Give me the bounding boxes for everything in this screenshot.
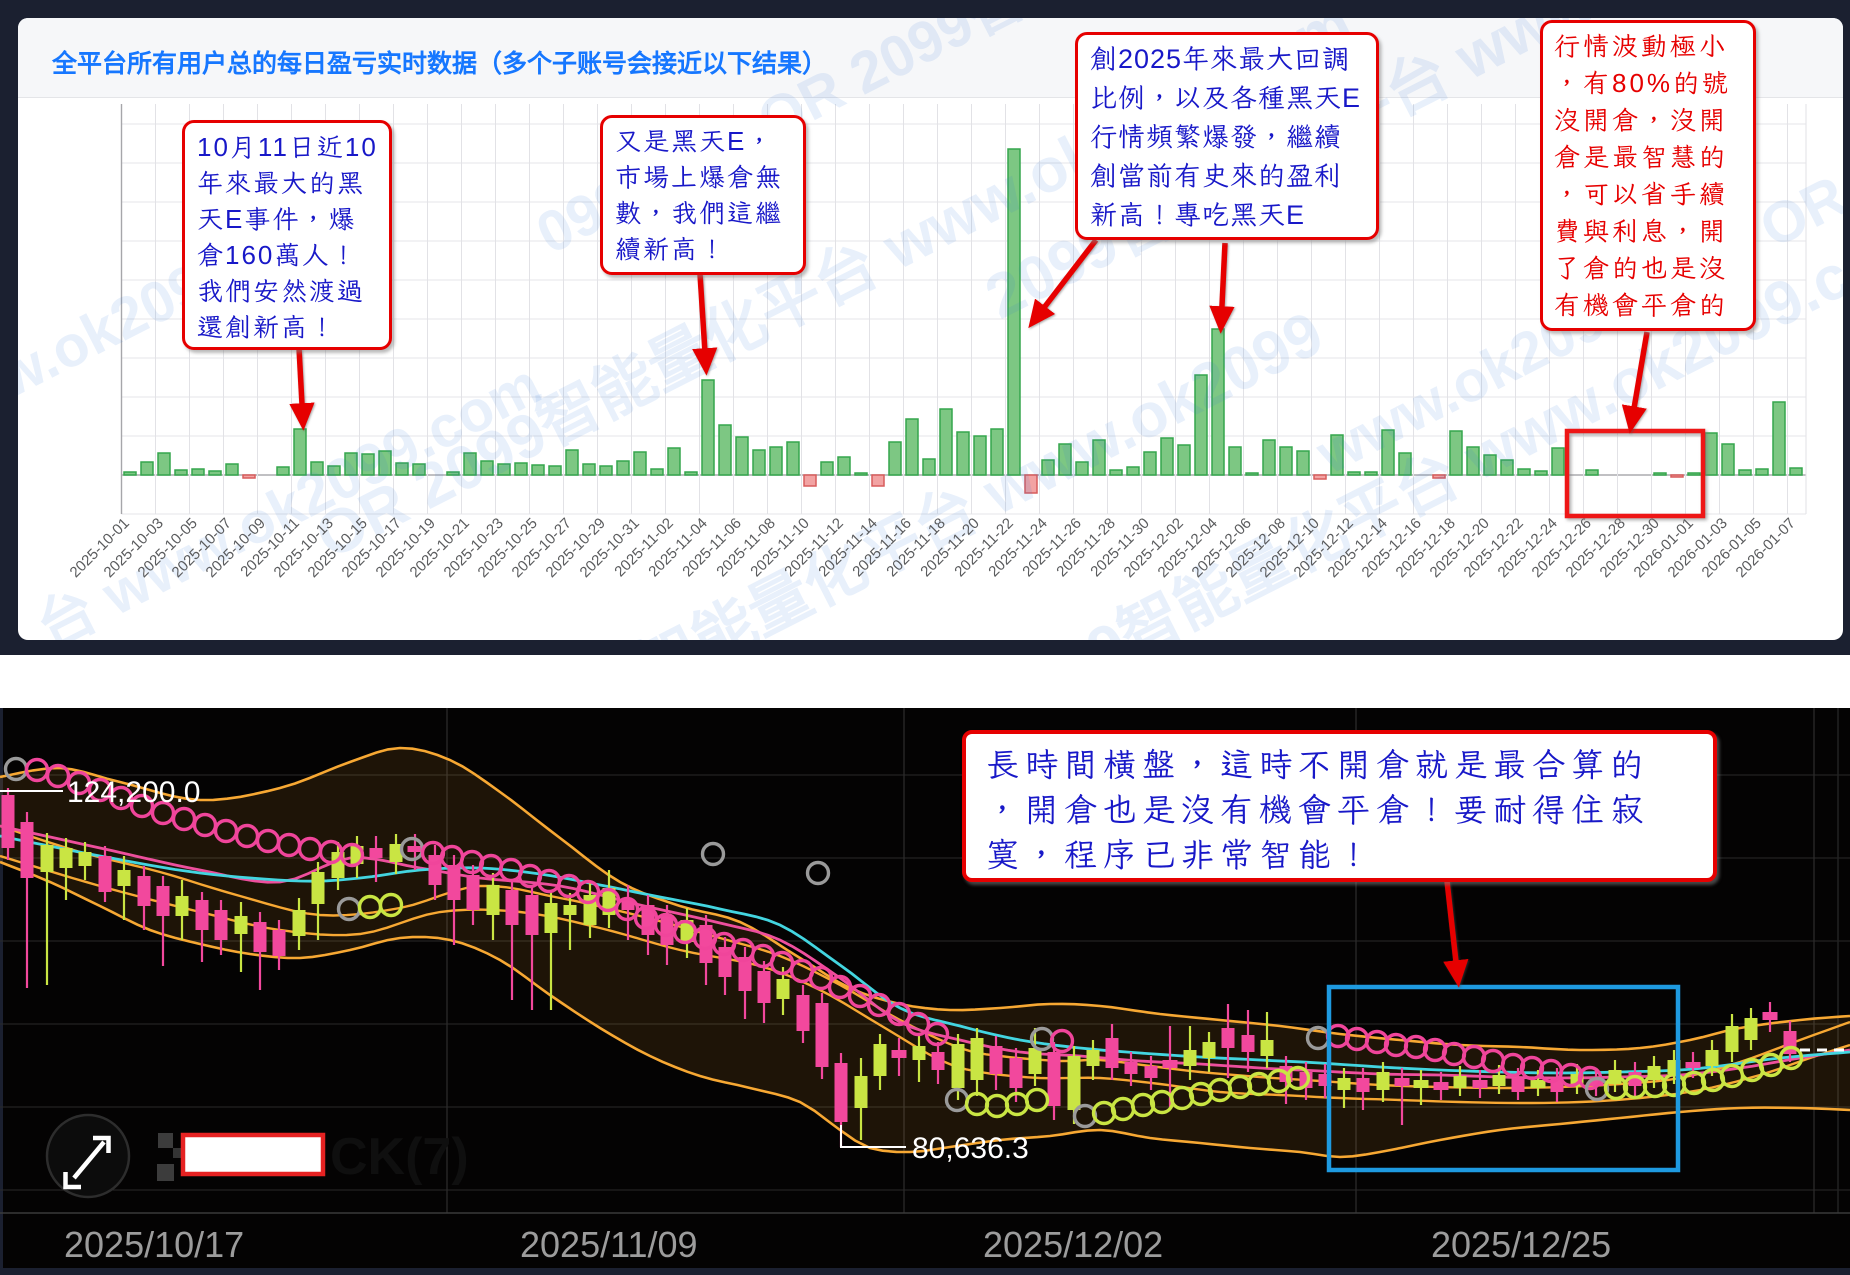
svg-text:2025/12/02: 2025/12/02 xyxy=(983,1224,1163,1265)
svg-text:CK(7): CK(7) xyxy=(330,1128,469,1186)
svg-text:2025/10/17: 2025/10/17 xyxy=(64,1224,244,1265)
svg-text:80,636.3: 80,636.3 xyxy=(912,1132,1029,1165)
svg-text:124,200.0: 124,200.0 xyxy=(67,776,200,809)
svg-text:2025/12/25: 2025/12/25 xyxy=(1431,1224,1611,1265)
svg-text:2025/11/09: 2025/11/09 xyxy=(520,1224,698,1265)
